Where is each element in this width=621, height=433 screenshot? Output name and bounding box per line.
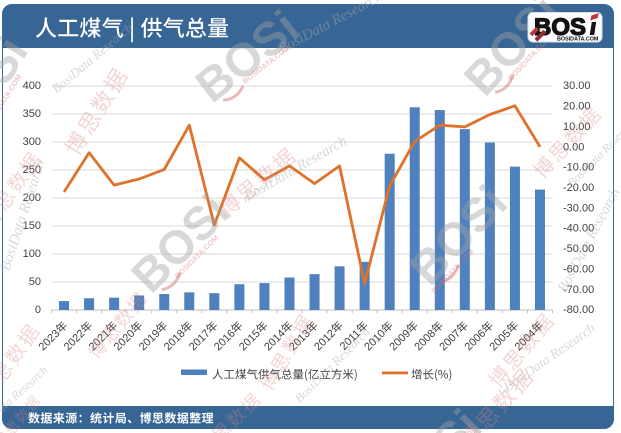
- svg-text:0.00: 0.00: [563, 141, 584, 153]
- svg-text:400: 400: [23, 80, 41, 92]
- svg-text:2008: 2008: [412, 328, 438, 354]
- svg-text:2006: 2006: [463, 328, 489, 354]
- svg-text:BOS: BOS: [534, 14, 586, 41]
- svg-text:-50.00: -50.00: [563, 243, 594, 255]
- svg-text:350: 350: [23, 108, 41, 120]
- svg-text:2005: 2005: [488, 328, 514, 354]
- svg-text:2023: 2023: [37, 328, 63, 354]
- svg-text:250: 250: [23, 164, 41, 176]
- svg-text:-70.00: -70.00: [563, 284, 594, 296]
- svg-text:2015: 2015: [237, 328, 263, 354]
- svg-text:200: 200: [23, 192, 41, 204]
- svg-text:300: 300: [23, 136, 41, 148]
- svg-text:0: 0: [35, 304, 41, 316]
- svg-text:-10.00: -10.00: [563, 162, 594, 174]
- svg-text:2009: 2009: [387, 328, 413, 354]
- svg-text:30.00: 30.00: [563, 80, 591, 92]
- svg-text:2017: 2017: [187, 328, 213, 354]
- svg-text:BosiData Research: BosiData Research: [501, 321, 598, 395]
- svg-text:2007: 2007: [437, 328, 463, 354]
- svg-text:2018: 2018: [162, 328, 188, 354]
- svg-text:2022: 2022: [62, 328, 88, 354]
- svg-text:2012: 2012: [312, 328, 338, 354]
- svg-text:-40.00: -40.00: [563, 223, 594, 235]
- svg-text:2016: 2016: [212, 328, 238, 354]
- svg-text:100: 100: [23, 248, 41, 260]
- svg-text:10.00: 10.00: [563, 121, 591, 133]
- svg-text:-20.00: -20.00: [563, 182, 594, 194]
- svg-text:150: 150: [23, 220, 41, 232]
- svg-text:BOSi: BOSi: [185, 0, 308, 112]
- svg-text:20.00: 20.00: [563, 101, 591, 113]
- svg-text:BOSIDATA.COM: BOSIDATA.COM: [557, 37, 599, 43]
- svg-text:-30.00: -30.00: [563, 202, 594, 214]
- svg-text:50: 50: [29, 276, 41, 288]
- svg-text:2019: 2019: [137, 328, 163, 354]
- svg-text:-60.00: -60.00: [563, 263, 594, 275]
- svg-text:BOSi: BOSi: [121, 184, 240, 303]
- svg-text:-80.00: -80.00: [563, 304, 594, 316]
